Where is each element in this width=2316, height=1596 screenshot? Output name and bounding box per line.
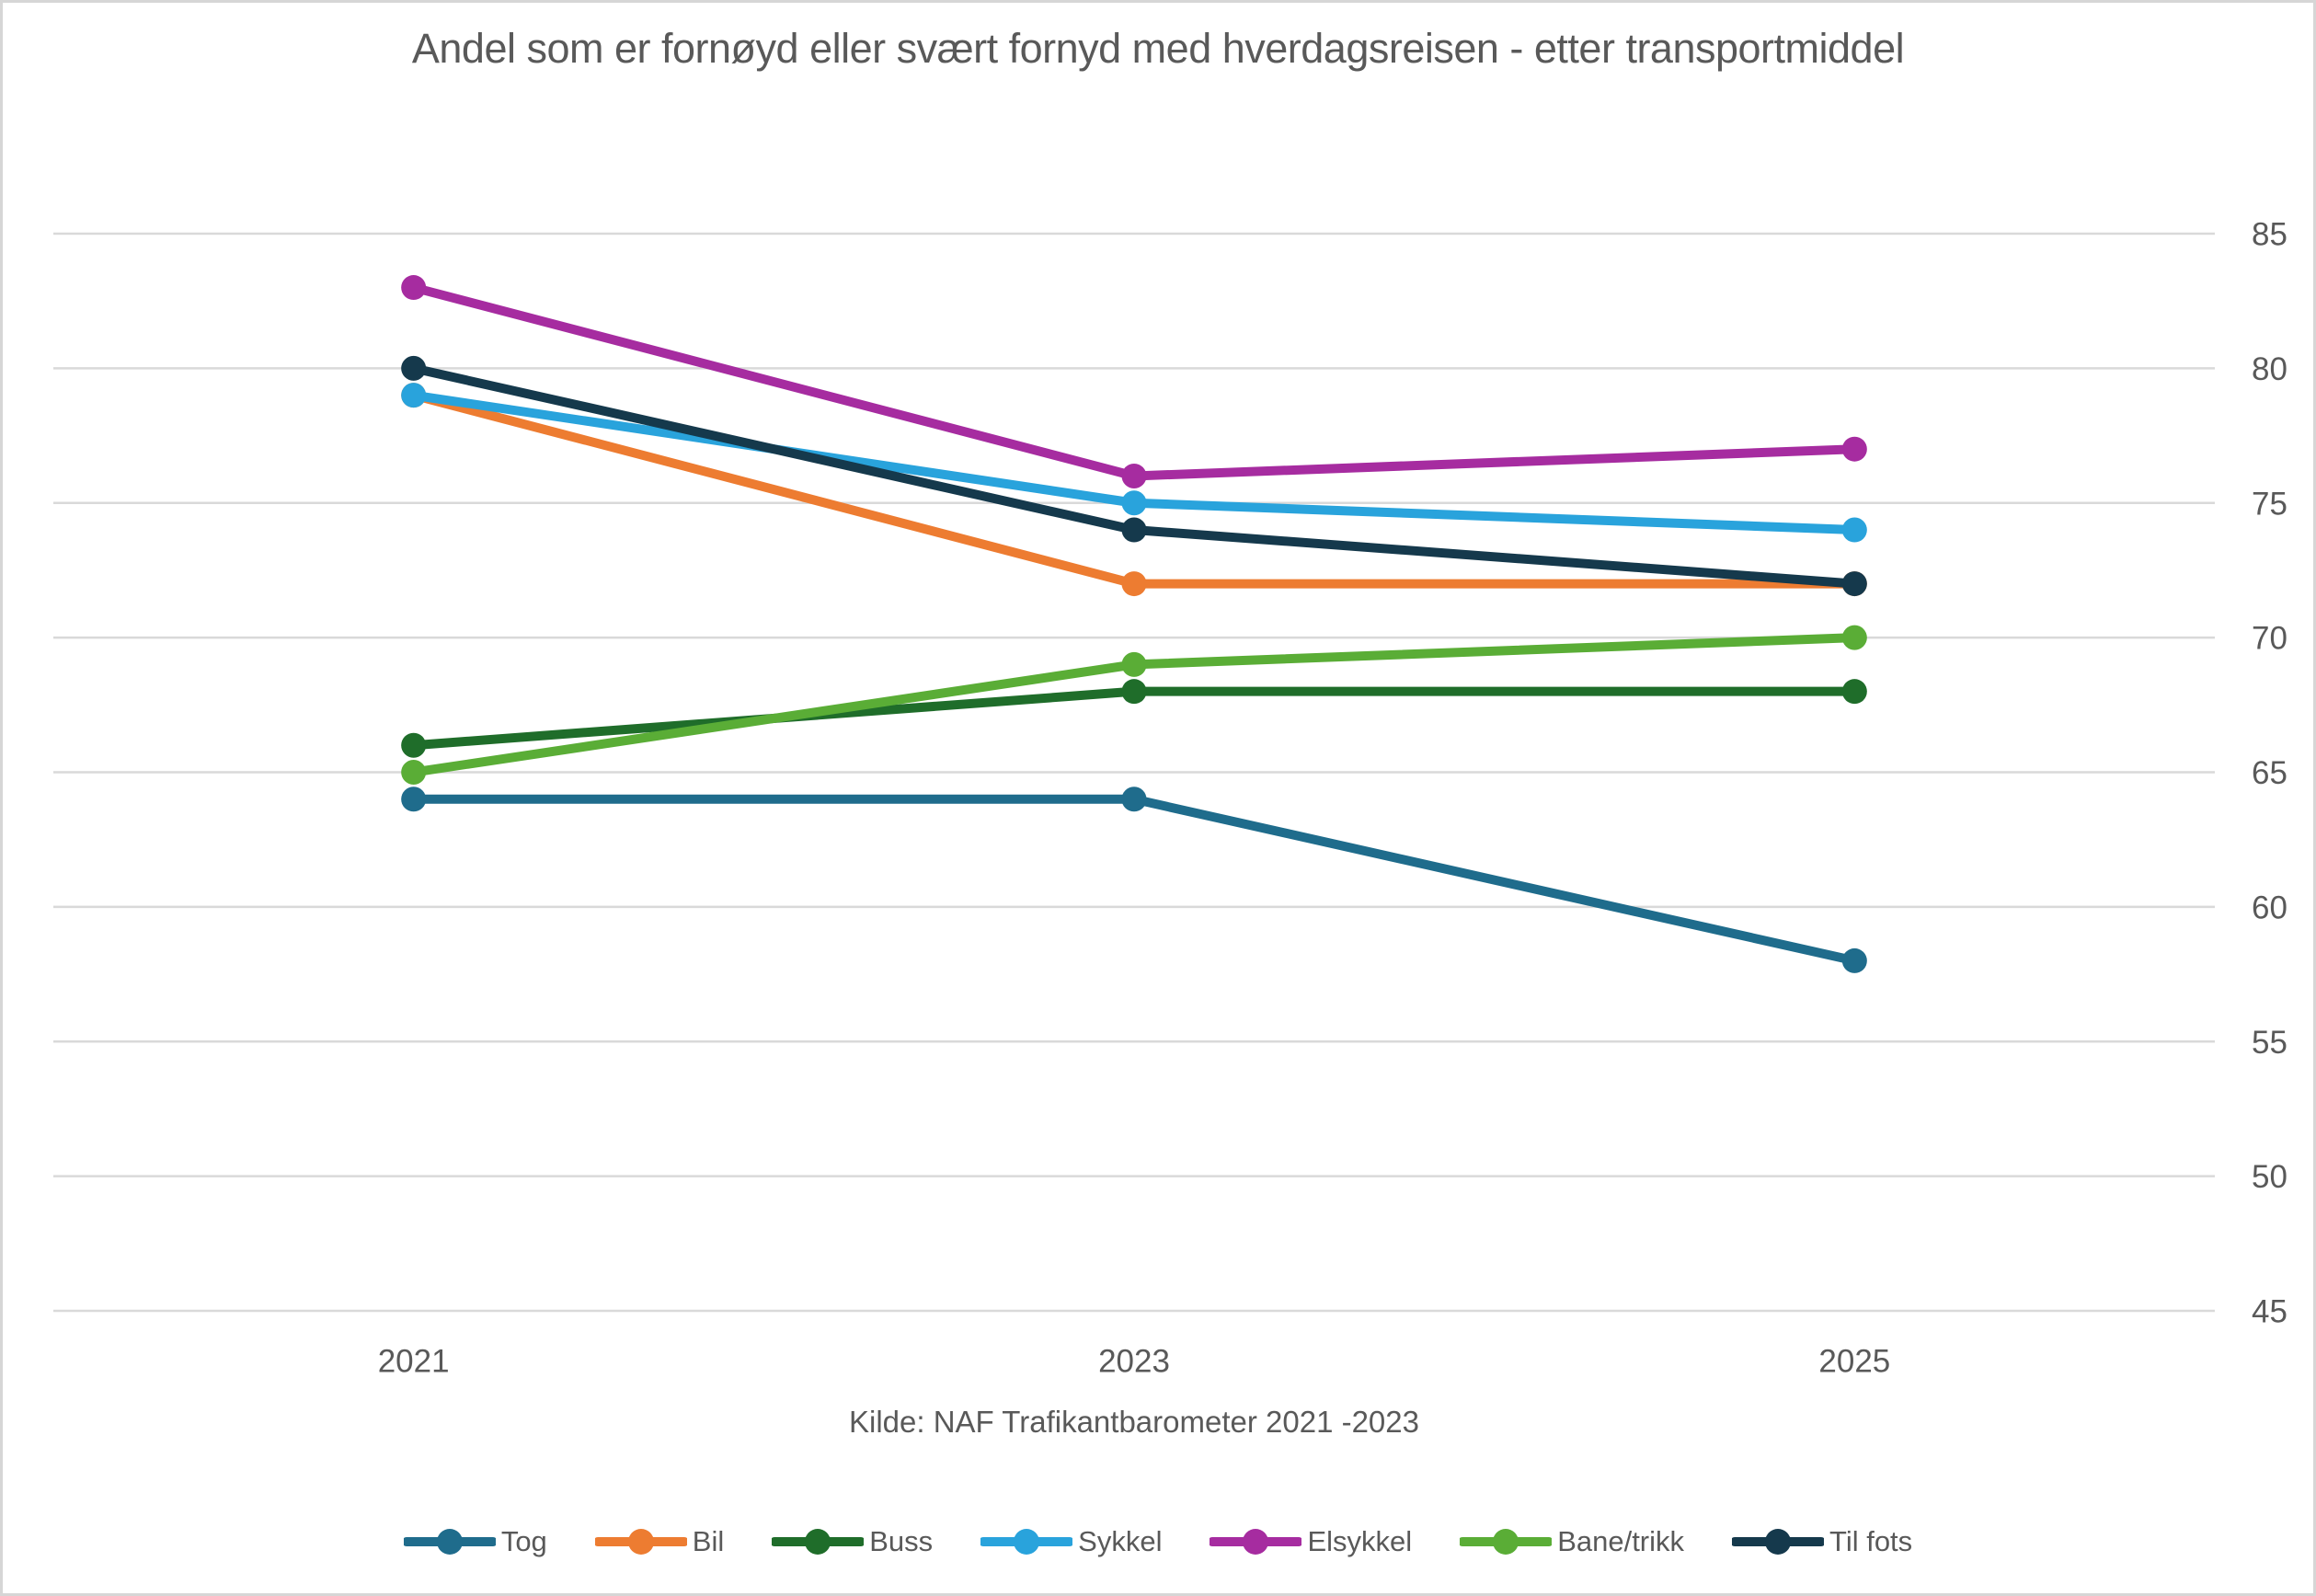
- legend-item-til-fots: Til fots: [1732, 1525, 1912, 1558]
- y-tick-label: 45: [2252, 1294, 2287, 1330]
- legend-label: Elsykkel: [1307, 1525, 1413, 1557]
- y-tick-label: 50: [2252, 1159, 2287, 1195]
- legend-marker-icon: [594, 1529, 687, 1555]
- line-chart-plot: 85 80 75 70 65 60 55 50 45 2021 2023 2025: [53, 217, 2287, 1380]
- x-axis-label: 2021: [378, 1344, 450, 1380]
- legend-marker-dot: [1493, 1529, 1519, 1555]
- legend-item-elsykkel: Elsykkel: [1210, 1525, 1412, 1558]
- legend-label: Bane/trikk: [1557, 1525, 1685, 1557]
- y-tick-label: 75: [2252, 486, 2287, 522]
- legend-marker-icon: [980, 1529, 1073, 1555]
- data-point-elsykkel-2023: [1121, 463, 1147, 488]
- legend-marker-icon: [1460, 1529, 1553, 1555]
- legend-item-sykkel: Sykkel: [980, 1525, 1162, 1558]
- legend-label: Buss: [869, 1525, 934, 1557]
- legend-marker-icon: [772, 1529, 865, 1555]
- legend-label: Sykkel: [1078, 1525, 1163, 1557]
- series-line-tog: [413, 794, 1856, 966]
- data-point-til-fots-2021: [401, 355, 427, 381]
- data-point-buss-2023: [1121, 679, 1147, 705]
- data-point-elsykkel-2025: [1841, 436, 1867, 462]
- y-tick-label: 85: [2252, 217, 2287, 253]
- legend-marker-dot: [805, 1529, 831, 1555]
- legend-item-buss: Buss: [772, 1525, 933, 1558]
- data-point-sykkel-2021: [401, 383, 427, 408]
- data-point-til-fots-2025: [1841, 571, 1867, 597]
- legend-item-tog: Tog: [403, 1525, 547, 1558]
- legend-item-bane-trikk: Bane/trikk: [1460, 1525, 1684, 1558]
- data-point-buss-2021: [401, 732, 427, 758]
- legend-marker-dot: [627, 1529, 654, 1555]
- legend-marker-dot: [1765, 1529, 1792, 1555]
- legend-marker-icon: [1210, 1529, 1302, 1555]
- legend-label: Til fots: [1829, 1525, 1913, 1557]
- legend: Tog Bil Buss Sykkel Elsykkel Bane/trikk Til fo…: [3, 1516, 2313, 1567]
- data-point-til-fots-2023: [1121, 517, 1147, 543]
- data-point-bane-trikk-2025: [1841, 625, 1867, 650]
- data-point-sykkel-2023: [1121, 490, 1147, 516]
- data-point-sykkel-2025: [1841, 517, 1867, 543]
- y-tick-label: 65: [2252, 755, 2287, 791]
- data-point-buss-2025: [1841, 679, 1867, 705]
- legend-marker-icon: [1732, 1529, 1825, 1555]
- data-point-bil-2023: [1121, 571, 1147, 597]
- y-tick-label: 60: [2252, 890, 2287, 925]
- data-point-bane-trikk-2023: [1121, 651, 1147, 677]
- data-point-tog-2021: [401, 787, 427, 812]
- x-axis-label: 2025: [1818, 1344, 1890, 1380]
- data-point-elsykkel-2021: [401, 275, 427, 301]
- legend-marker-dot: [436, 1529, 463, 1555]
- y-tick-label: 55: [2252, 1025, 2287, 1061]
- data-point-bane-trikk-2021: [401, 760, 427, 785]
- chart-title: Andel som er fornøyd eller svært fornyd …: [411, 25, 1905, 72]
- x-axis-label: 2023: [1098, 1344, 1170, 1380]
- y-tick-label: 80: [2252, 351, 2287, 387]
- y-tick-label: 70: [2252, 621, 2287, 657]
- data-point-tog-2023: [1121, 787, 1147, 812]
- legend-label: Bil: [692, 1525, 725, 1557]
- legend-marker-dot: [1014, 1529, 1040, 1555]
- legend-label: Tog: [500, 1525, 547, 1557]
- source-caption: Kilde: NAF Trafikantbarometer 2021 -2023: [849, 1405, 1419, 1439]
- legend-item-bil: Bil: [594, 1525, 725, 1558]
- data-point-tog-2025: [1841, 947, 1867, 973]
- legend-marker-icon: [403, 1529, 496, 1555]
- legend-marker-dot: [1243, 1529, 1269, 1555]
